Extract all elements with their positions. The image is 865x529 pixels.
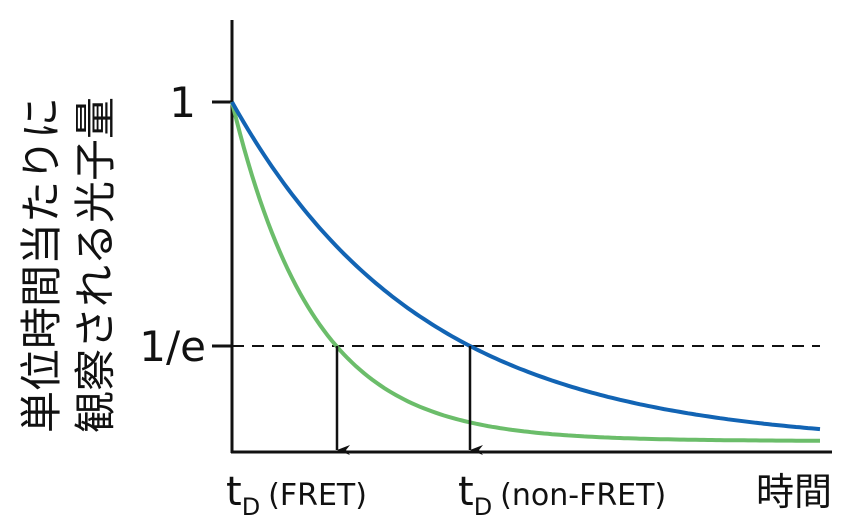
symbol: t [458, 469, 474, 515]
x-marker-label: tD (non-FRET) [458, 469, 666, 521]
y-tick-label: 1 [169, 78, 196, 127]
symbol: t [226, 469, 242, 515]
x-axis-label: 時間 [756, 470, 832, 514]
y-tick-label: 1/e [139, 322, 206, 371]
note: (FRET) [268, 478, 367, 513]
y-label-line: 観察される光子量 [71, 97, 120, 433]
note: (non-FRET) [500, 478, 666, 513]
x-marker-label: tD (FRET) [226, 469, 367, 521]
subscript: D [242, 493, 260, 521]
subscript: D [474, 493, 492, 521]
y-axis-label: 単位時間当たりに 観察される光子量 [17, 97, 120, 433]
curve-fret [230, 101, 820, 443]
curve-non-fret [230, 101, 821, 432]
y-label-line: 単位時間当たりに [17, 97, 66, 433]
